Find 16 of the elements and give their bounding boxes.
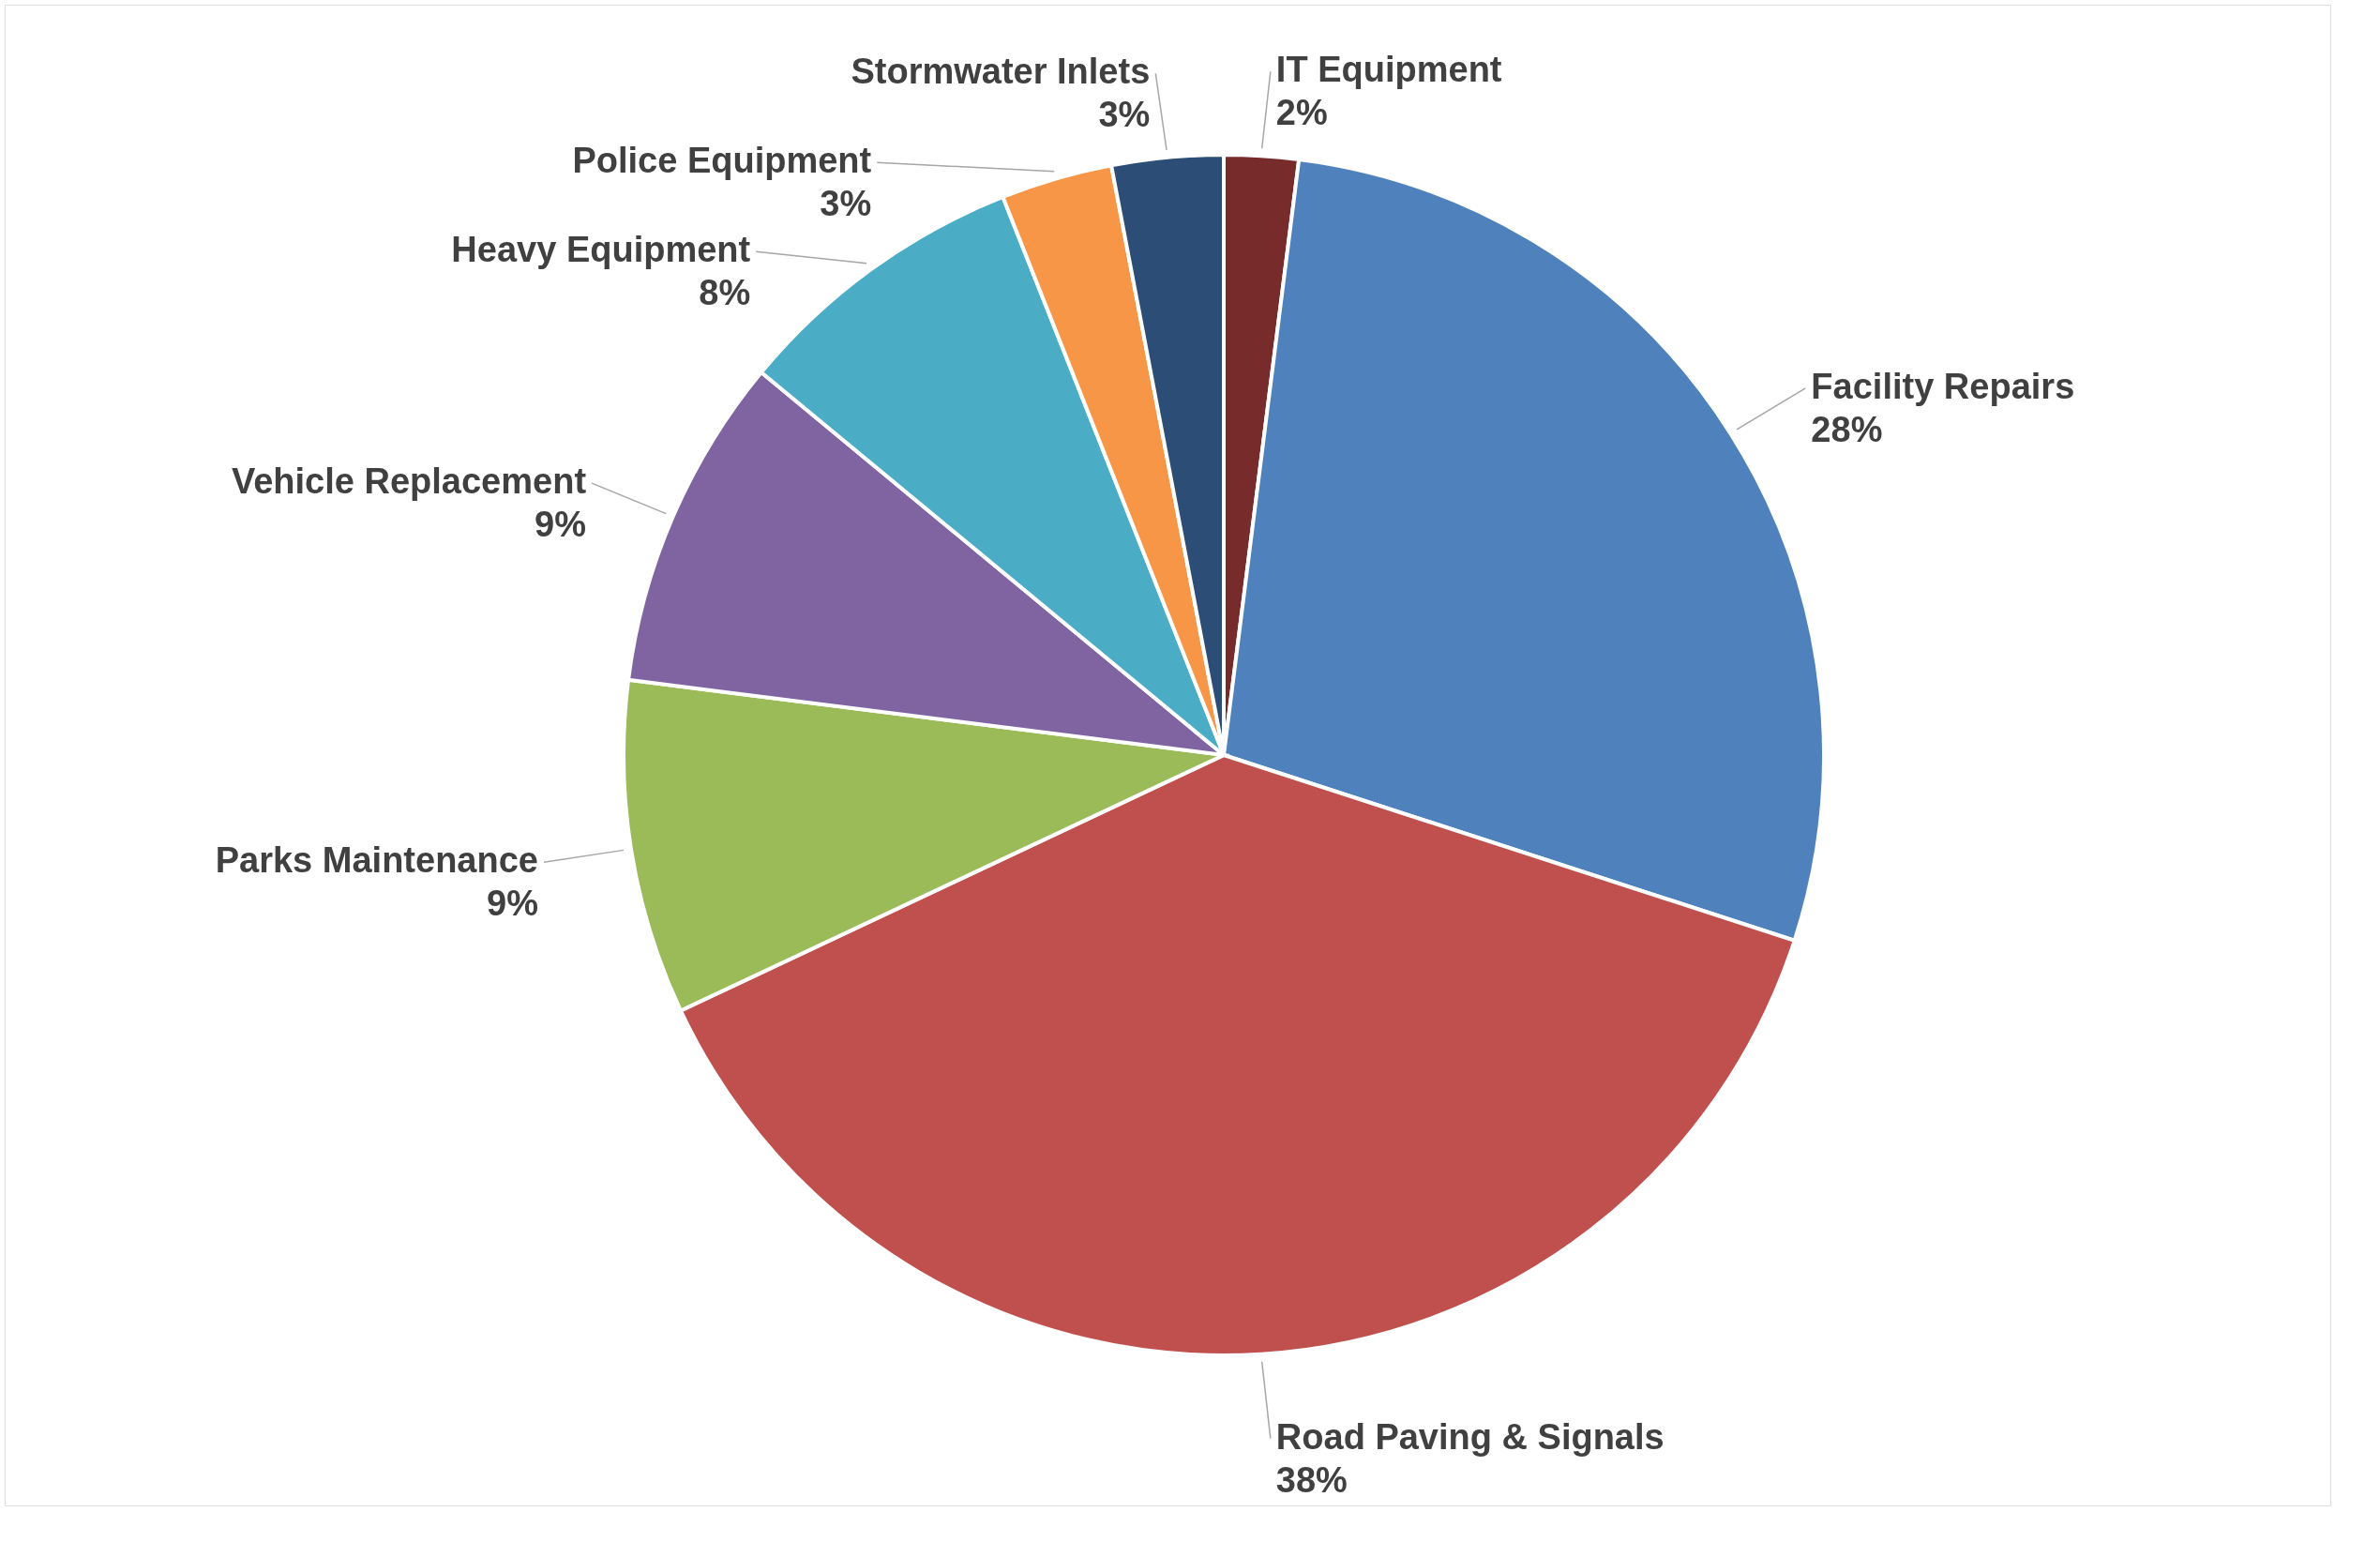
- data-label: 3%: [820, 184, 872, 224]
- slice-label: Road Paving & Signals: [1275, 1416, 1664, 1457]
- data-label: 28%: [1811, 409, 1883, 449]
- slice-label: Police Equipment: [572, 141, 872, 181]
- data-label: 2%: [1275, 93, 1328, 133]
- data-label: 9%: [487, 884, 538, 924]
- data-label: 8%: [699, 273, 751, 313]
- slice-label: Vehicle Replacement: [231, 461, 587, 502]
- slice-label: Facility Repairs: [1811, 366, 2075, 406]
- data-label: 38%: [1275, 1459, 1348, 1500]
- data-label: 9%: [535, 505, 587, 545]
- slice-label: Stormwater Inlets: [851, 52, 1151, 92]
- slice-label: Parks Maintenance: [215, 840, 538, 881]
- slice-label: IT Equipment: [1275, 50, 1502, 90]
- slice-label: Heavy Equipment: [451, 230, 751, 270]
- data-label: 3%: [1098, 95, 1151, 135]
